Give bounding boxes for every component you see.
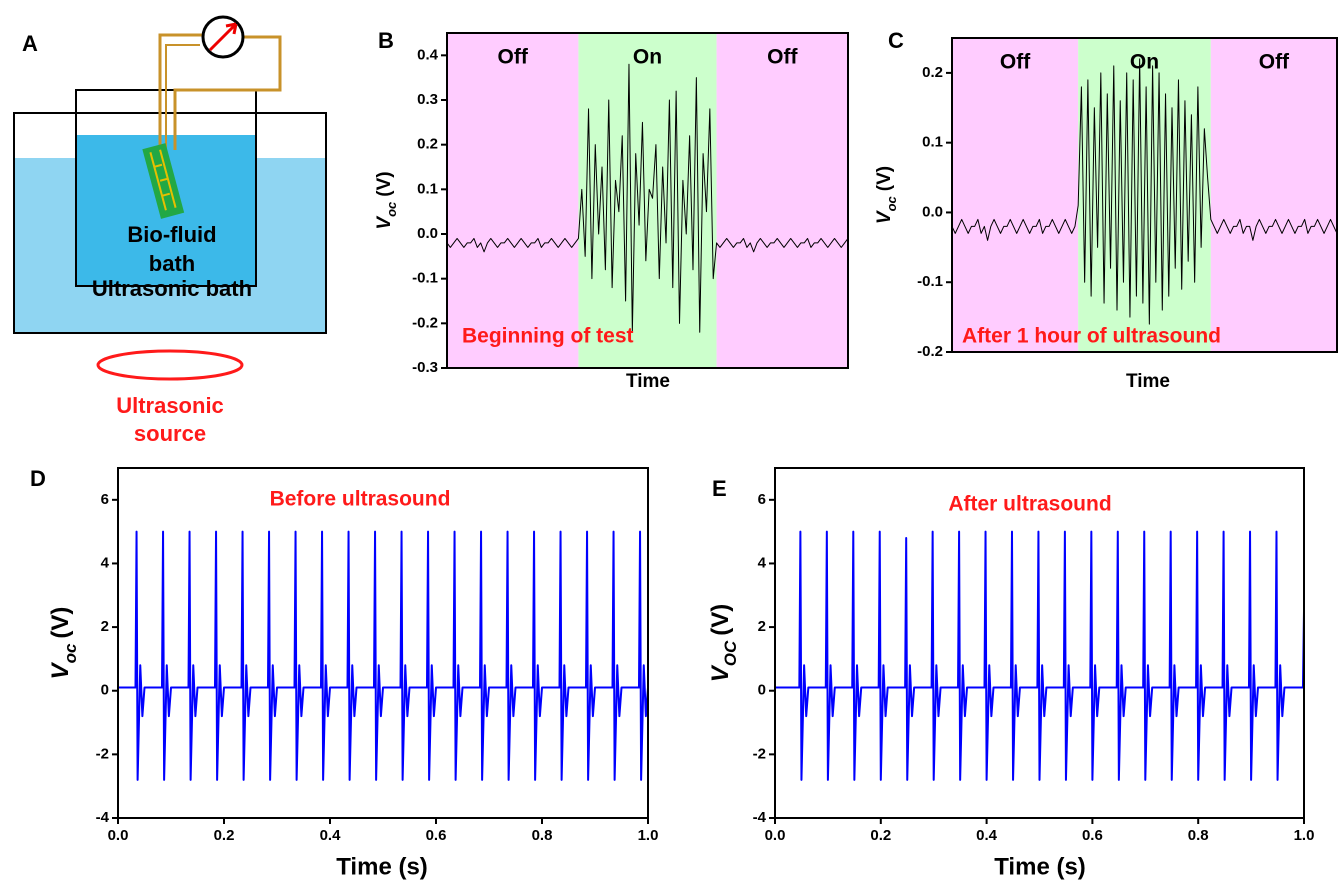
y-label-subscript: oc: [384, 201, 399, 217]
y-tick-label: -0.1: [917, 273, 943, 290]
y-tick-label: 0.4: [417, 46, 439, 63]
x-axis-label: Time: [626, 371, 670, 392]
y-label-unit: (V): [47, 607, 74, 639]
electrode-pattern: [149, 149, 177, 211]
region: [447, 33, 579, 368]
y-tick-label: -2: [753, 745, 766, 762]
region-label: Off: [1000, 51, 1031, 74]
y-tick-label: 0.1: [922, 134, 943, 151]
meter-needle: [208, 22, 238, 52]
y-label-subscript: oc: [61, 643, 80, 663]
y-label-subscript: OC: [721, 640, 740, 666]
fluid-label: bath: [149, 251, 195, 276]
source-ellipse: [96, 349, 244, 381]
diagram: A Bio-fluid bath Ultrasonic bath Ultraso…: [13, 15, 327, 446]
region-label: On: [633, 46, 662, 69]
y-label-unit: (V): [874, 166, 895, 191]
x-tick-label: 0.8: [532, 827, 553, 844]
y-tick-label: -0.2: [917, 343, 943, 360]
y-label-symbol: V: [874, 210, 895, 224]
source-label: Ultrasonic: [116, 393, 224, 418]
y-tick-label: -0.2: [412, 314, 438, 331]
panel-label: B: [378, 28, 394, 53]
annotation: After 1 hour of ultrasound: [962, 325, 1221, 348]
y-label-subscript: oc: [884, 195, 899, 211]
source-label: source: [134, 421, 206, 446]
x-tick-label: 0.6: [1082, 827, 1103, 844]
y-tick-label: 0: [758, 682, 766, 699]
x-axis-label: Time (s): [994, 853, 1086, 880]
panel-label: E: [712, 476, 727, 501]
region: [1210, 38, 1337, 352]
x-tick-label: 0.4: [320, 827, 342, 844]
x-tick-label: 0.2: [214, 827, 235, 844]
y-axis-label: Voc (V): [47, 607, 80, 680]
y-axis-label: VOC (V): [707, 604, 740, 683]
y-tick-label: 0.2: [417, 136, 438, 153]
x-axis-label: Time: [1126, 371, 1170, 392]
y-tick-label: 0.2: [922, 64, 943, 81]
y-tick-label: 6: [101, 491, 109, 508]
signal-line: [951, 58, 1338, 325]
panel-label: D: [30, 466, 46, 491]
y-tick-label: 2: [758, 618, 766, 635]
region-label: On: [1130, 51, 1159, 74]
y-label-unit: (V): [374, 171, 395, 196]
region-label: Off: [767, 46, 798, 69]
plot-frame: [951, 37, 1338, 353]
y-tick-label: 0.0: [922, 203, 943, 220]
annotation: Beginning of test: [462, 325, 634, 348]
x-tick-label: 0.0: [108, 827, 129, 844]
y-label-symbol: V: [707, 664, 734, 682]
y-tick-label: 0.0: [417, 225, 438, 242]
y-tick-label: 0.3: [417, 91, 438, 108]
annotation: After ultrasound: [948, 493, 1111, 516]
plot-frame: [446, 32, 849, 369]
x-tick-label: 1.0: [638, 827, 659, 844]
wire: [165, 44, 200, 150]
y-label-symbol: V: [374, 216, 395, 230]
y-tick-label: -4: [753, 809, 767, 826]
wire: [158, 33, 282, 150]
plot-frame: [117, 467, 649, 819]
x-tick-label: 0.0: [765, 827, 786, 844]
y-tick-label: -4: [96, 809, 110, 826]
y-tick-label: 0.1: [417, 180, 438, 197]
fluid-label: Bio-fluid: [127, 222, 216, 247]
region: [952, 38, 1079, 352]
y-tick-label: 4: [101, 554, 110, 571]
x-tick-label: 1.0: [1294, 827, 1315, 844]
y-tick-label: 0: [101, 682, 109, 699]
region-label: Off: [1259, 51, 1290, 74]
y-axis-label: Voc (V): [374, 171, 399, 229]
y-tick-label: 4: [758, 554, 767, 571]
bath-outline: [13, 112, 327, 334]
x-tick-label: 0.6: [426, 827, 447, 844]
region: [578, 33, 717, 368]
y-tick-label: -0.1: [412, 270, 438, 287]
signal-line: [446, 63, 849, 333]
annotation: Before ultrasound: [270, 488, 451, 511]
panel-label: A: [22, 31, 38, 56]
bath-label: Ultrasonic bath: [92, 276, 252, 301]
y-tick-label: 6: [758, 491, 766, 508]
panel-label: C: [888, 28, 904, 53]
electrode: [142, 143, 185, 219]
region: [716, 33, 848, 368]
signal-line: [118, 530, 649, 781]
y-axis-label: Voc (V): [874, 166, 899, 224]
y-tick-label: -0.3: [412, 359, 438, 376]
y-label-symbol: V: [47, 661, 74, 679]
y-label-unit: (V): [707, 604, 734, 636]
region-label: Off: [498, 46, 529, 69]
y-tick-label: -2: [96, 745, 109, 762]
x-tick-label: 0.4: [976, 827, 998, 844]
x-tick-label: 0.8: [1188, 827, 1209, 844]
x-axis-label: Time (s): [336, 853, 428, 880]
plot-frame: [774, 467, 1305, 819]
signal-line: [775, 530, 1305, 781]
x-tick-label: 0.2: [870, 827, 891, 844]
y-tick-label: 2: [101, 618, 109, 635]
